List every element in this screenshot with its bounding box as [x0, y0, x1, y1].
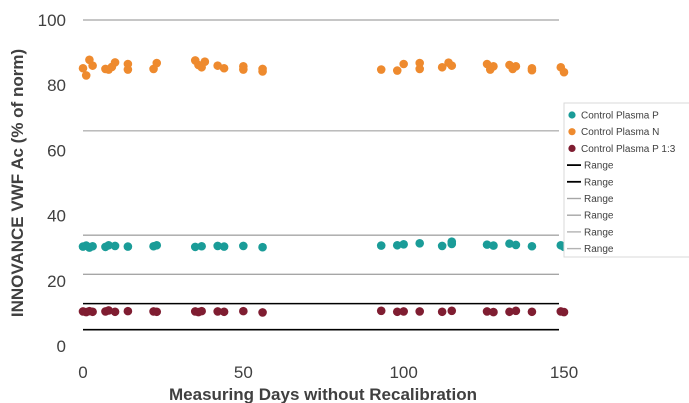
data-point: [239, 241, 248, 251]
data-point: [219, 307, 229, 317]
data-point: [415, 307, 425, 316]
data-point: [123, 306, 133, 316]
data-point: [527, 65, 537, 75]
y-tick-label: 40: [47, 207, 66, 226]
legend-label: Range: [584, 227, 614, 238]
data-point: [392, 66, 402, 75]
legend-marker: [568, 128, 576, 136]
data-point: [152, 240, 162, 250]
y-axis-ticks: 0 20 40 60 80 100: [38, 11, 66, 356]
data-point: [104, 306, 113, 315]
data-point: [219, 242, 229, 251]
data-point: [258, 308, 267, 317]
data-point: [482, 307, 492, 316]
y-axis-title: INNOVANCE VWF Ac (% of norm): [8, 49, 27, 317]
data-point: [219, 63, 229, 73]
y-tick-label: 100: [38, 11, 66, 30]
y-tick-label: 80: [47, 76, 66, 95]
data-point: [197, 306, 206, 316]
data-point: [415, 58, 425, 68]
data-point: [489, 61, 498, 71]
data-point: [104, 240, 113, 250]
data-point: [399, 239, 408, 249]
data-point: [392, 307, 402, 317]
data-point: [190, 242, 200, 252]
data-point: [527, 307, 537, 317]
x-axis-title: Measuring Days without Recalibration: [169, 385, 477, 403]
x-tick-label: 150: [550, 363, 578, 382]
legend-label: Range: [584, 161, 614, 172]
y-tick-label: 20: [47, 272, 66, 291]
data-point: [258, 67, 267, 76]
data-point: [200, 57, 210, 67]
data-point: [376, 65, 386, 74]
data-point: [239, 65, 248, 74]
data-point: [505, 307, 514, 317]
data-point: [110, 307, 120, 317]
data-point: [511, 240, 521, 250]
data-point: [123, 242, 133, 251]
x-tick-label: 50: [234, 363, 253, 382]
x-tick-label: 100: [389, 363, 417, 382]
data-points: [78, 55, 569, 317]
data-point: [88, 241, 97, 251]
legend-box: [563, 102, 689, 258]
data-point: [437, 241, 447, 251]
data-point: [392, 240, 402, 250]
data-point: [511, 306, 521, 316]
data-point: [559, 307, 569, 317]
data-point: [559, 67, 569, 77]
range-lines: [83, 19, 559, 331]
data-point: [239, 306, 248, 316]
data-point: [527, 241, 537, 251]
data-point: [437, 62, 447, 72]
data-point: [78, 63, 88, 73]
data-point: [511, 61, 521, 71]
x-tick-label: 0: [78, 363, 87, 382]
legend-label: Range: [584, 211, 614, 222]
legend-label: Control Plasma N: [581, 127, 659, 138]
data-point: [213, 307, 222, 316]
legend-label: Control Plasma P 1:3: [581, 144, 676, 155]
y-tick-label: 60: [47, 141, 66, 160]
data-point: [88, 307, 97, 317]
legend-label: Control Plasma P: [581, 111, 659, 122]
data-point: [399, 307, 408, 316]
data-point: [489, 241, 498, 250]
legend-marker: [568, 111, 576, 119]
data-point: [213, 241, 222, 251]
legend-marker: [568, 144, 576, 152]
legend-label: Range: [584, 177, 614, 188]
data-point: [447, 237, 457, 246]
y-tick-label: 0: [57, 337, 66, 356]
data-point: [376, 306, 386, 316]
legend-label: Range: [584, 194, 614, 205]
legend: Control Plasma P Control Plasma N Control …: [563, 102, 689, 258]
data-point: [376, 241, 386, 250]
x-axis-ticks: 0 50 100 150: [78, 363, 578, 382]
data-point: [482, 240, 492, 249]
data-point: [505, 239, 514, 248]
data-point: [123, 65, 133, 74]
data-point: [110, 58, 120, 67]
data-point: [152, 307, 162, 317]
legend-label: Range: [584, 244, 614, 255]
data-point: [110, 241, 120, 251]
data-point: [88, 61, 97, 70]
data-point: [415, 239, 425, 248]
data-point: [81, 71, 91, 80]
data-point: [437, 307, 447, 317]
data-point: [489, 307, 498, 317]
data-point: [447, 306, 457, 316]
data-point: [258, 242, 267, 252]
data-point: [399, 59, 408, 69]
data-point: [152, 58, 162, 68]
data-point: [447, 61, 457, 70]
data-point: [197, 241, 206, 251]
